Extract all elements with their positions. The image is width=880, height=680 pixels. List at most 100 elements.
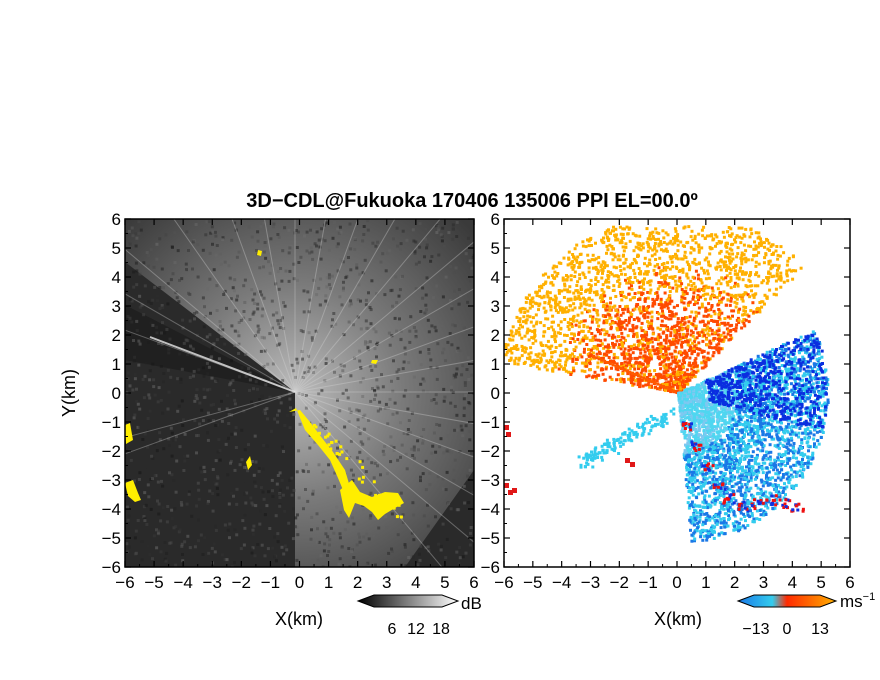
velocity-pixel	[734, 240, 738, 244]
velocity-pixel	[730, 232, 734, 236]
noise-speck	[470, 266, 474, 270]
velocity-pixel	[640, 334, 644, 338]
velocity-pixel	[574, 357, 578, 361]
velocity-pixel	[702, 349, 706, 353]
velocity-pixel	[707, 263, 711, 267]
noise-speck	[432, 431, 436, 435]
velocity-pixel	[562, 296, 566, 299]
velocity-pixel	[791, 456, 795, 460]
velocity-pixel	[609, 252, 613, 256]
velocity-pixel	[696, 289, 700, 293]
velocity-pixel	[703, 413, 707, 417]
noise-speck	[233, 402, 237, 406]
noise-speck	[190, 514, 194, 518]
velocity-pixel	[678, 276, 682, 280]
noise-speck	[276, 413, 279, 417]
velocity-pixel	[630, 364, 634, 368]
velocity-pixel	[528, 357, 532, 361]
velocity-pixel	[704, 408, 708, 412]
velocity-pixel	[651, 345, 655, 349]
velocity-pixel	[588, 338, 592, 342]
velocity-pixel	[674, 312, 678, 316]
velocity-pixel	[514, 332, 518, 336]
noise-speck	[429, 259, 433, 263]
velocity-pixel	[662, 241, 666, 244]
velocity-pixel	[624, 305, 628, 309]
noise-speck	[243, 492, 246, 496]
velocity-pixel	[685, 372, 689, 376]
velocity-pixel	[665, 336, 669, 339]
noise-speck	[382, 453, 386, 457]
noise-speck	[195, 504, 199, 508]
velocity-pixel	[770, 415, 774, 419]
velocity-pixel	[732, 328, 736, 331]
velocity-pixel	[741, 415, 745, 419]
velocity-pixel	[763, 245, 766, 249]
noise-speck	[310, 515, 314, 519]
velocity-pixel	[703, 237, 707, 240]
noise-speck	[317, 463, 321, 467]
velocity-pixel	[640, 321, 644, 325]
noise-speck	[401, 367, 405, 371]
velocity-pixel	[659, 281, 663, 285]
velocity-pixel	[560, 306, 564, 310]
noise-speck	[274, 514, 278, 518]
velocity-pixel	[641, 246, 645, 250]
x-tick-label: 1	[324, 573, 333, 592]
velocity-pixel	[549, 305, 553, 309]
velocity-pixel	[538, 302, 542, 306]
noise-speck	[435, 284, 439, 288]
noise-speck	[159, 550, 163, 554]
velocity-pixel	[674, 357, 677, 361]
noise-speck	[292, 277, 296, 281]
velocity-pixel	[759, 240, 763, 244]
velocity-pixel	[706, 272, 710, 276]
velocity-pixel	[637, 317, 641, 321]
noise-speck	[305, 249, 309, 253]
noise-speck	[211, 230, 215, 234]
noise-speck	[334, 322, 338, 326]
velocity-pixel	[716, 287, 720, 291]
velocity-pixel	[726, 283, 730, 287]
velocity-pixel	[733, 272, 737, 276]
velocity-pixel	[542, 324, 546, 328]
velocity-pixel	[587, 283, 591, 286]
noise-speck	[459, 349, 463, 353]
velocity-pixel	[569, 297, 573, 301]
noise-speck	[288, 392, 292, 396]
velocity-pixel	[736, 489, 740, 493]
velocity-pixel	[688, 268, 691, 272]
velocity-pixel	[649, 340, 653, 344]
velocity-pixel	[676, 370, 680, 374]
velocity-pixel	[658, 386, 662, 389]
noise-speck	[324, 526, 328, 530]
velocity-pixel	[785, 263, 789, 267]
velocity-pixel	[540, 296, 544, 300]
velocity-pixel	[618, 327, 622, 331]
velocity-pixel	[576, 255, 580, 259]
noise-speck	[157, 502, 161, 506]
noise-speck	[295, 525, 299, 529]
velocity-pixel	[617, 320, 621, 324]
velocity-pixel	[638, 348, 642, 352]
noise-speck	[191, 347, 195, 351]
velocity-pixel	[770, 253, 774, 256]
velocity-pixel	[539, 341, 543, 345]
velocity-pixel	[656, 387, 659, 391]
highlight-echo-pixel	[384, 492, 388, 496]
noise-speck	[349, 299, 353, 303]
noise-speck	[245, 491, 249, 495]
noise-speck	[366, 326, 370, 330]
noise-speck	[258, 398, 262, 401]
velocity-pixel	[568, 341, 572, 344]
noise-speck	[367, 291, 370, 295]
velocity-pixel	[612, 288, 616, 292]
noise-speck	[152, 534, 156, 538]
noise-speck	[453, 404, 457, 408]
velocity-pixel	[705, 314, 709, 318]
velocity-pixel	[511, 334, 515, 338]
velocity-pixel	[690, 373, 694, 377]
noise-speck	[424, 293, 428, 297]
velocity-pixel	[799, 424, 803, 428]
